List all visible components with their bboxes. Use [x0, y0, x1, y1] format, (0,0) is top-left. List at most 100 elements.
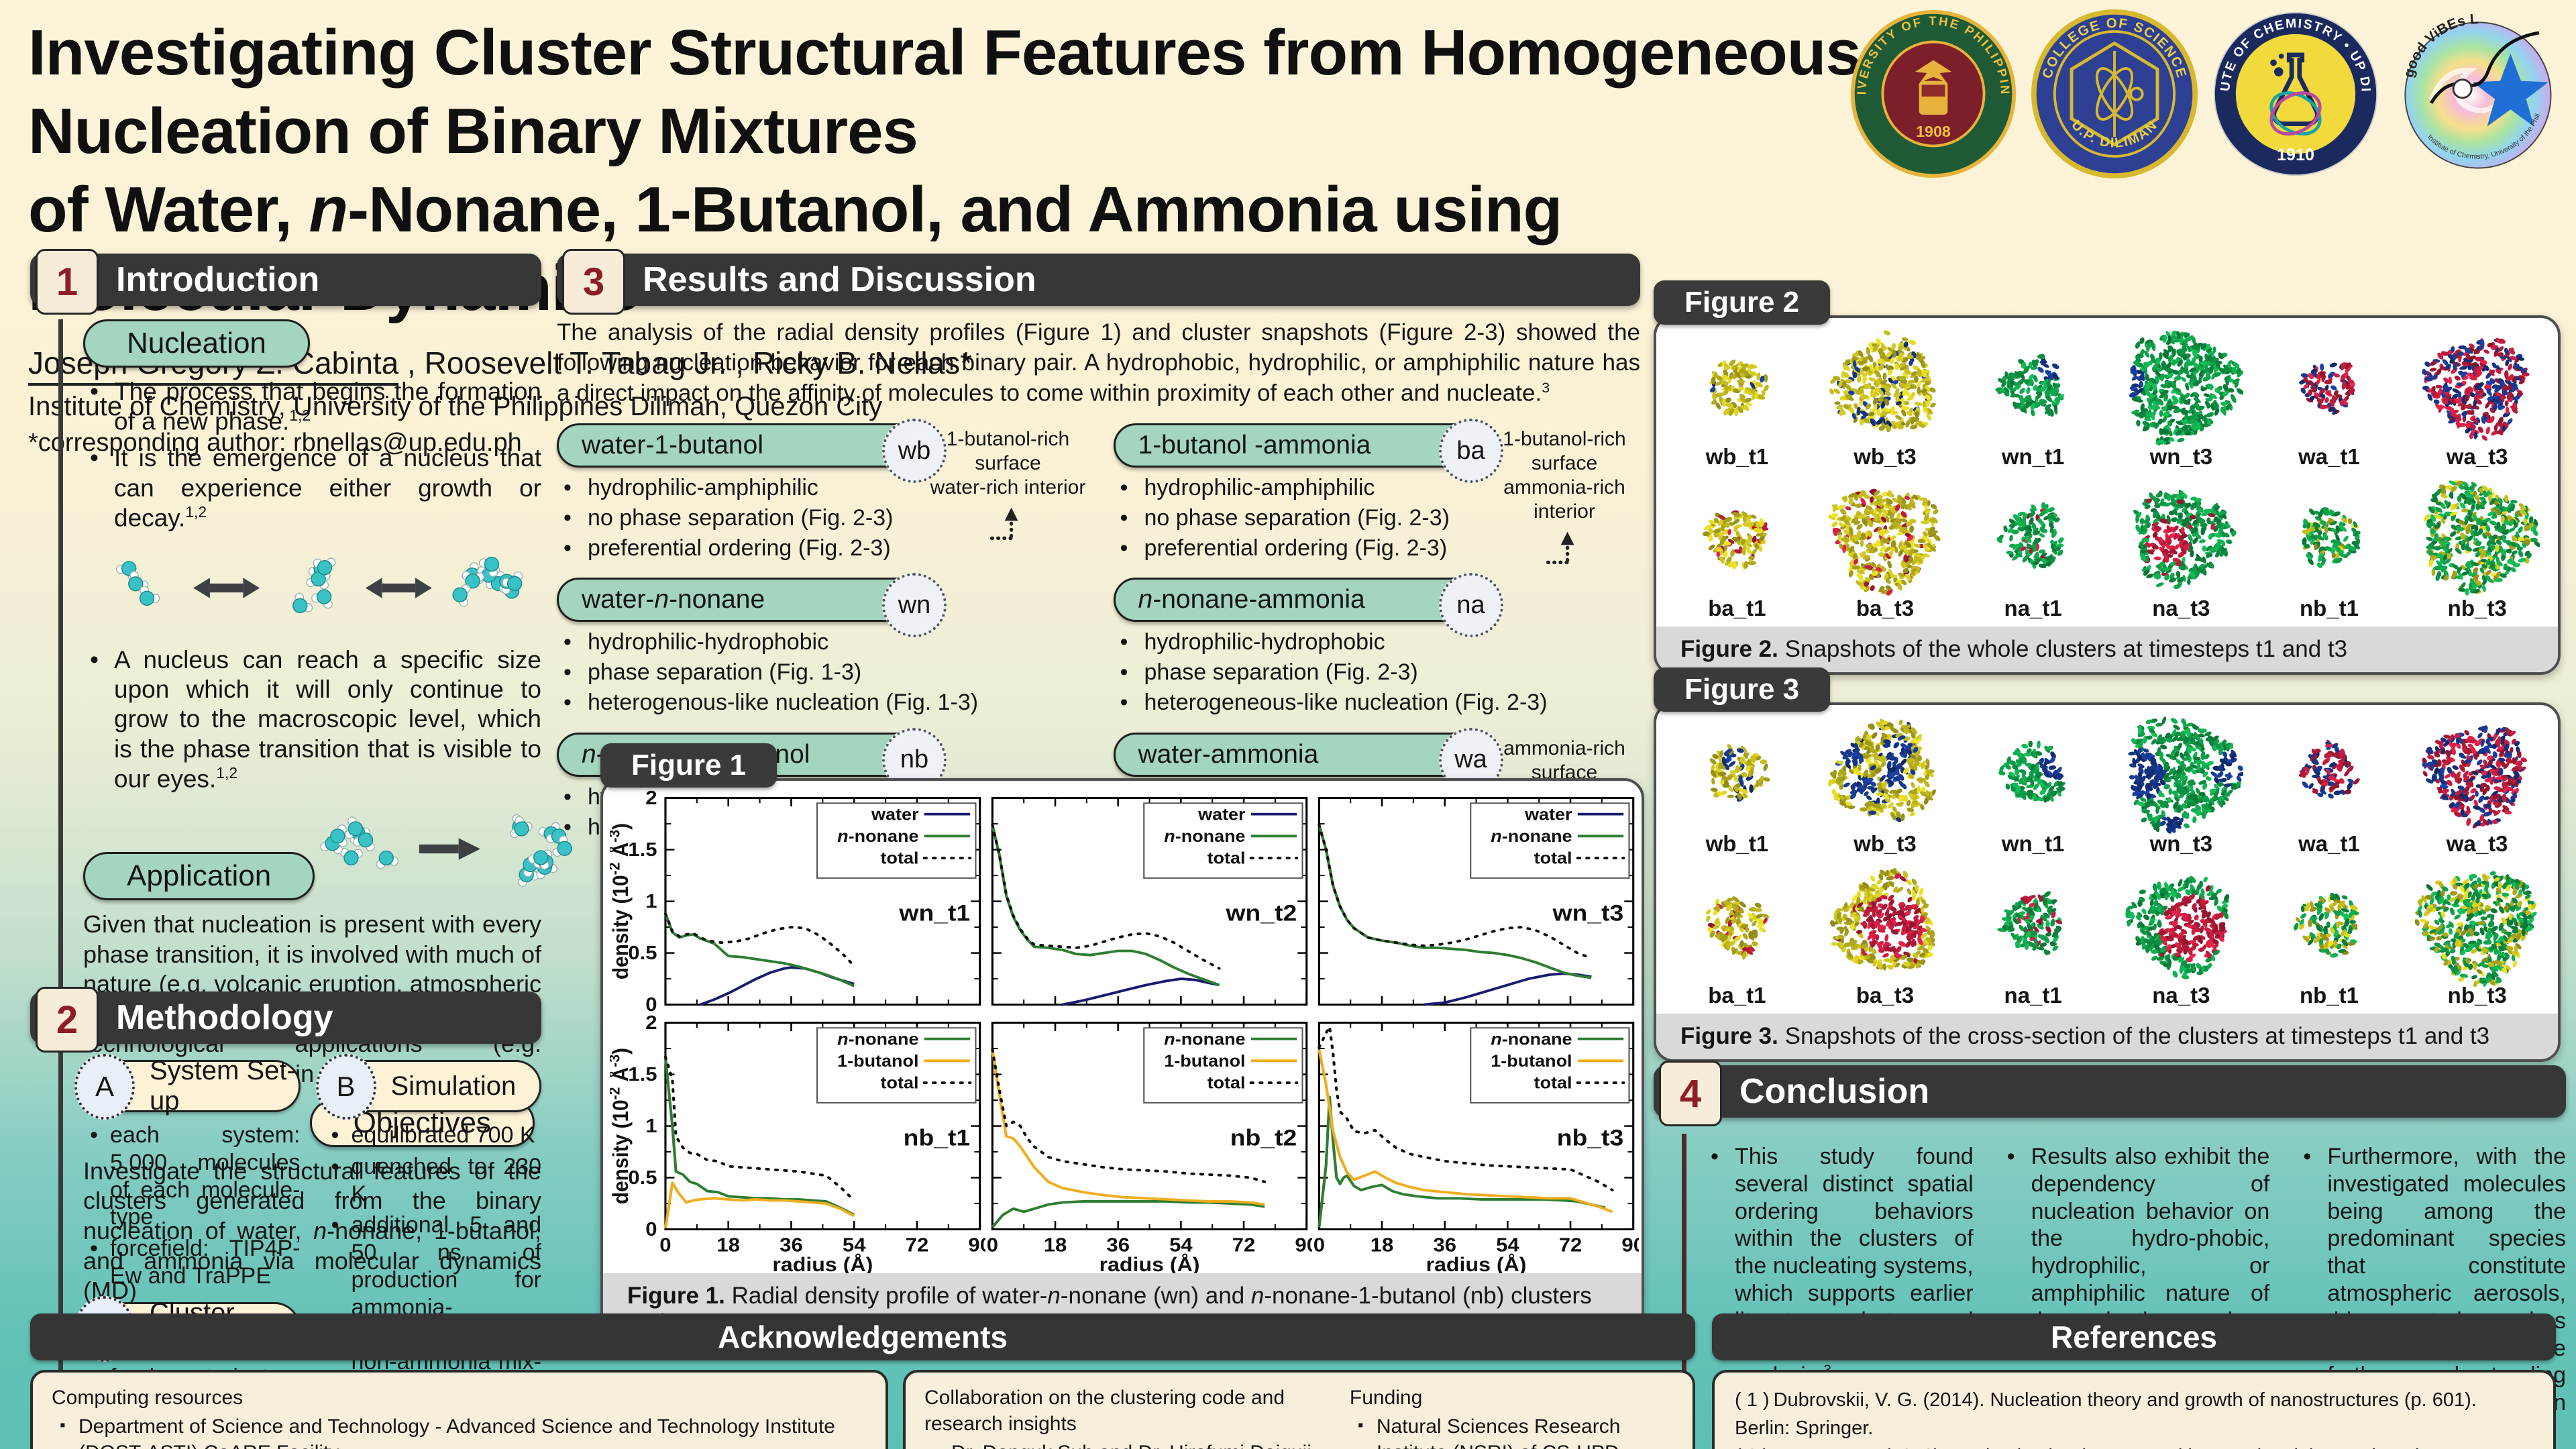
- figure2-cluster-grid: wb_t1 wb_t3 wn_t1 wn_t3 wa_t1 wa_t3 ba_t1 ba_t3…: [1656, 318, 2558, 627]
- cluster-wn_t3: wn_t3: [2107, 323, 2255, 475]
- molecule-cluster: [115, 560, 160, 606]
- cluster-label: nb_t3: [2447, 596, 2507, 621]
- conclusion-bullet-list: Results also exhibit the dependency of n…: [2000, 1143, 2270, 1335]
- computing-resources-box: Computing resources Department of Scienc…: [30, 1370, 888, 1449]
- molecule-cluster: [510, 814, 573, 887]
- svg-text:54: 54: [1496, 1234, 1519, 1256]
- cluster-label: wn_t3: [2149, 831, 2213, 856]
- cluster-image-wn_t3: [2129, 330, 2244, 446]
- pair-tag-na: na: [1438, 573, 1503, 638]
- cluster-image-wn_t3: [2128, 716, 2244, 834]
- computing-resources-list: Department of Science and Technology - A…: [52, 1413, 867, 1449]
- svg-text:total: total: [1534, 1073, 1572, 1093]
- svg-text:1.5: 1.5: [628, 839, 657, 861]
- cluster-image-na_t1: [1996, 502, 2064, 570]
- svg-text:36: 36: [1106, 1234, 1130, 1256]
- cluster-ba_t1: ba_t1: [1663, 475, 1811, 627]
- cluster-label: nb_t1: [2299, 983, 2359, 1008]
- star-icon: [2473, 53, 2548, 127]
- cluster-wa_t3: wa_t3: [2403, 710, 2551, 862]
- molecule-cluster: [320, 816, 399, 869]
- svg-text:radius (Å): radius (Å): [1426, 1253, 1527, 1273]
- cluster-wb_t3: wb_t3: [1811, 323, 1960, 475]
- cluster-wn_t3: wn_t3: [2107, 710, 2255, 862]
- methodology-bullet: quenched to 230 K: [325, 1153, 541, 1208]
- pair-bullet: phase separation (Fig. 2-3): [1114, 659, 1641, 686]
- cluster-label: wa_t1: [2298, 444, 2360, 469]
- pair-bullet: preferential ordering (Fig. 2-3): [557, 535, 1084, 562]
- acknowledgements-header: Acknowledgements: [30, 1313, 1695, 1360]
- conclusion-bullet: Results also exhibit the dependency of n…: [2000, 1143, 2270, 1335]
- svg-text:1-butanol: 1-butanol: [837, 1051, 918, 1071]
- pair-label: water-ammonia: [1138, 739, 1319, 769]
- application-pill: Application: [83, 851, 315, 900]
- cluster-image-wa_t1: [2299, 362, 2355, 415]
- intro-bullet3-list: A nucleus can reach a specific size upon…: [83, 645, 541, 794]
- pair-pill-wn: water-n-nonane wn: [557, 573, 947, 638]
- cluster-na_t1: na_t1: [1959, 862, 2107, 1014]
- molecule-cluster: [292, 557, 335, 613]
- svg-text:n-nonane: n-nonane: [837, 1029, 918, 1049]
- svg-text:nb_t2: nb_t2: [1230, 1124, 1297, 1150]
- svg-text:36: 36: [1433, 1234, 1456, 1256]
- methodology-bullet: each system: 5,000 molecules of each mol…: [83, 1122, 301, 1231]
- application-row: Application: [83, 801, 573, 900]
- cluster-label: wn_t3: [2149, 444, 2213, 469]
- pair-cell-ba: 1-butanol -ammoniabahydrophilic-amphiphi…: [1113, 419, 1641, 565]
- svg-text:total: total: [1208, 1073, 1246, 1093]
- svg-text:72: 72: [1559, 1234, 1582, 1256]
- svg-text:2: 2: [645, 790, 657, 809]
- acknowledgements-block: Acknowledgements Computing resources Dep…: [30, 1313, 1695, 1449]
- cluster-image-na_t3: [2125, 875, 2230, 979]
- svg-text:0: 0: [1313, 1234, 1325, 1256]
- pair-label: 1-butanol -ammonia: [1138, 431, 1371, 460]
- chart-nb_t1: 0 18 36 54 72 90 0 0.5 1 1.5 2 density (10-2 Å-3) ra…: [610, 1015, 985, 1273]
- svg-text:n-nonane: n-nonane: [1164, 1029, 1245, 1049]
- cluster-image-nb_t3: [2423, 480, 2540, 596]
- cluster-label: wb_t3: [1854, 831, 1917, 856]
- cluster-label: wn_t1: [2001, 444, 2065, 469]
- eagle-icon: [1915, 60, 1952, 83]
- cluster-label: ba_t1: [1708, 596, 1766, 621]
- cluster-ba_t1: ba_t1: [1663, 862, 1811, 1014]
- cluster-label: wa_t3: [2446, 831, 2508, 856]
- figure2-tab: Figure 2: [1654, 280, 1831, 325]
- cluster-label: nb_t1: [2299, 596, 2359, 621]
- pair-tag-wn: wn: [882, 573, 947, 638]
- svg-text:n-nonane: n-nonane: [1164, 826, 1245, 846]
- pair-tag-wb: wb: [882, 419, 947, 484]
- cluster-na_t3: na_t3: [2107, 862, 2255, 1014]
- block-label: Simulation: [390, 1071, 517, 1101]
- svg-text:total: total: [881, 849, 919, 868]
- results-header: 3 Results and Discussion: [557, 249, 1640, 315]
- author-separator: ,: [727, 345, 753, 381]
- svg-text:90: 90: [1295, 1234, 1312, 1256]
- cluster-wa_t3: wa_t3: [2403, 323, 2551, 475]
- svg-text:54: 54: [1169, 1234, 1193, 1256]
- collaboration-list: Dr. Donguk Suh and Dr. Hirofumi Daiguji …: [924, 1440, 1330, 1449]
- cluster-wn_t1: wn_t1: [1959, 710, 2107, 862]
- methodology-bullet: equilibrated 700 K: [325, 1122, 542, 1149]
- pair-bullet-list: hydrophilic-hydrophobic phase separation …: [1114, 629, 1641, 716]
- collaboration-funding-box: Collaboration on the clustering code and…: [903, 1370, 1695, 1449]
- pair-label: water-1-butanol: [582, 431, 763, 460]
- svg-text:18: 18: [1044, 1234, 1067, 1256]
- pair-label: n-nonane-ammonia: [1138, 585, 1365, 614]
- figure1-panel: 0 0.5 1 1.5 2 density (10-2 Å-3) water n-nonane…: [600, 778, 1644, 1348]
- dotted-up-arrow-icon: [989, 507, 1018, 541]
- cluster-image-wa_t3: [2422, 725, 2527, 828]
- ack-heading: Computing resources: [52, 1387, 244, 1409]
- pair-bullet: heterogeneous-like nucleation (Fig. 2-3): [1114, 689, 1641, 716]
- pair-bullet: no phase separation (Fig. 2-3): [1114, 504, 1641, 532]
- svg-text:54: 54: [843, 1234, 866, 1256]
- cluster-label: wa_t1: [2298, 831, 2360, 856]
- good-vibes-lab-logo: good ViBEs Lab Institute of Chemistry, U…: [2392, 9, 2552, 169]
- svg-text:radius (Å): radius (Å): [1099, 1253, 1200, 1273]
- cluster-wa_t1: wa_t1: [2255, 323, 2404, 475]
- svg-text:1-butanol: 1-butanol: [1164, 1051, 1245, 1071]
- ack-bullet: Department of Science and Technology - A…: [52, 1413, 867, 1449]
- author-name: Ricky B. Nellas*: [752, 345, 973, 381]
- cluster-image-wb_t3: [1828, 718, 1936, 822]
- svg-text:72: 72: [906, 1234, 929, 1256]
